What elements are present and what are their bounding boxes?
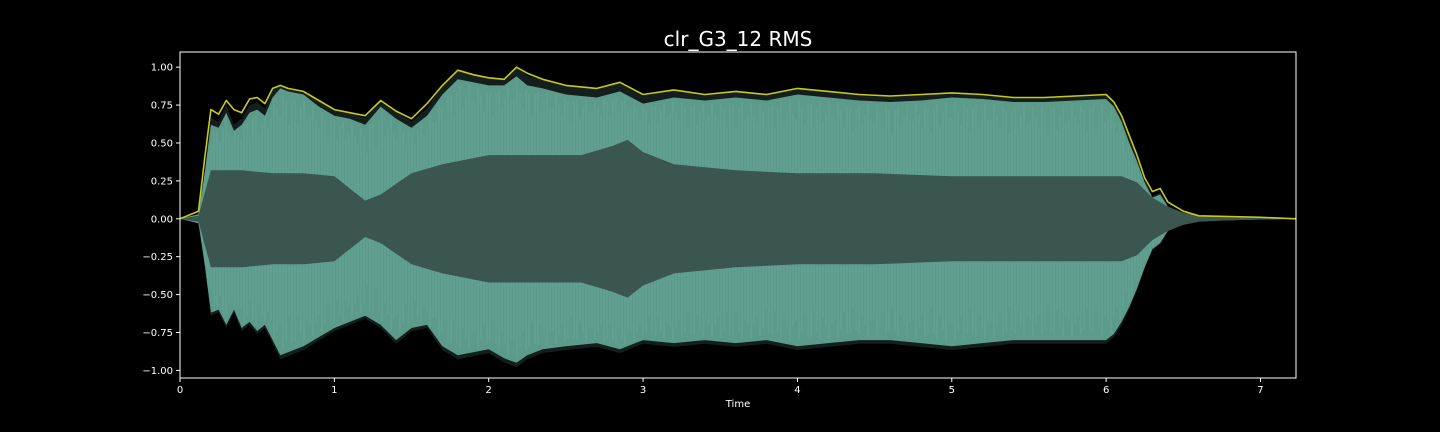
x-tick-label: 4	[794, 385, 800, 396]
y-tick-label: 0.25	[151, 176, 173, 187]
x-tick-label: 5	[949, 385, 955, 396]
x-tick-label: 6	[1103, 385, 1109, 396]
rms-line	[179, 66, 1297, 220]
x-tick-label: 1	[331, 385, 337, 396]
x-tick-label: 3	[640, 385, 646, 396]
axes-frame	[179, 51, 1297, 379]
y-tick-label: 1.00	[151, 63, 173, 74]
chart-title: clr_G3_12 RMS	[664, 27, 813, 51]
y-tick-label: −0.25	[142, 252, 173, 263]
plot-area	[179, 66, 1297, 368]
x-axis-label: Time	[725, 399, 750, 410]
y-tick-label: −1.00	[142, 366, 173, 377]
x-tick-label: 0	[177, 385, 183, 396]
waveform-core	[180, 139, 1296, 298]
x-tick-label: 7	[1257, 385, 1263, 396]
y-axis: −1.00 −0.75 −0.50 −0.25 0.00 0.25 0.50 0.75 1.00	[142, 63, 180, 377]
y-tick-label: 0.00	[151, 214, 173, 225]
y-tick-label: 0.75	[151, 101, 173, 112]
y-tick-label: −0.75	[142, 328, 173, 339]
x-tick-label: 2	[486, 385, 492, 396]
y-tick-label: −0.50	[142, 290, 173, 301]
y-tick-label: 0.50	[151, 138, 173, 149]
x-axis: 0 1 2 3 4 5 6 7	[177, 378, 1264, 396]
